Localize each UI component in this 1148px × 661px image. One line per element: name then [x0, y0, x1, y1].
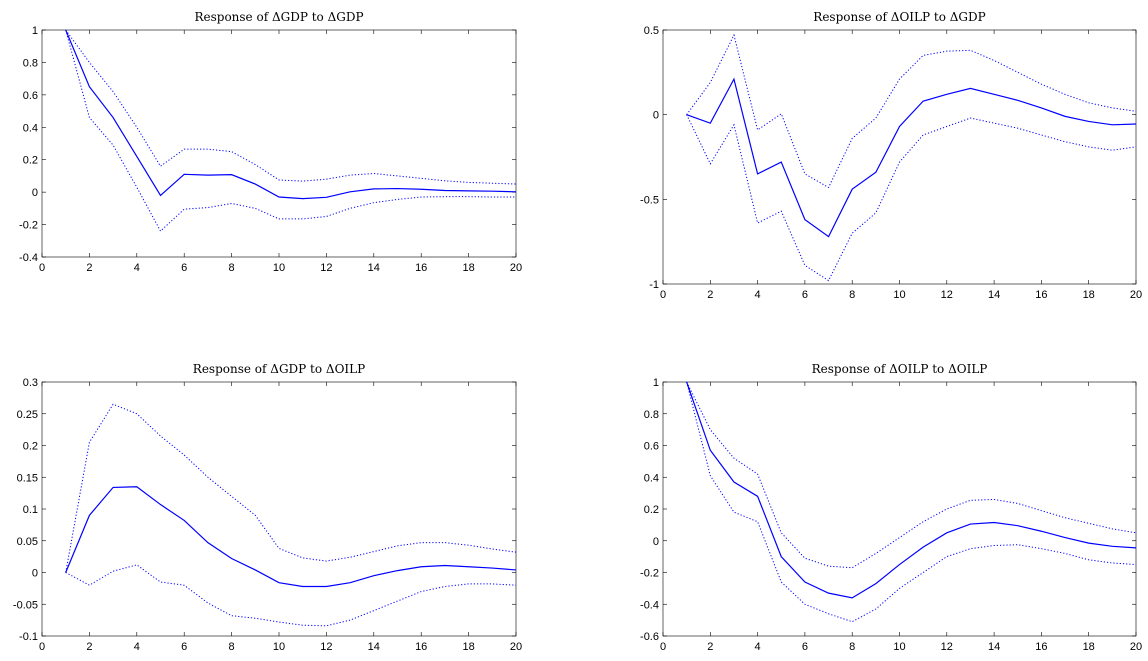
x-tick-label: 16 [415, 262, 427, 274]
x-tick-label: 16 [1035, 641, 1047, 653]
upper-band-line [686, 381, 1137, 569]
x-tick-label: 2 [707, 641, 713, 653]
x-tick-label: 8 [849, 641, 855, 653]
x-tick-label: 10 [893, 289, 905, 301]
x-tick-label: 18 [1083, 289, 1095, 301]
x-tick-label: 18 [1083, 641, 1095, 653]
response-line [686, 381, 1137, 599]
x-tick-label: 0 [660, 641, 666, 653]
x-tick-label: 0 [39, 641, 45, 653]
y-tick-label: 1 [32, 25, 38, 37]
x-tick-label: 2 [707, 289, 713, 301]
plot-area [41, 381, 517, 637]
panel-title: Response of ΔOILP to ΔOILP [812, 362, 988, 376]
x-tick-label: 8 [229, 641, 235, 653]
x-tick-label: 12 [941, 641, 953, 653]
lower-band-line [686, 381, 1137, 623]
y-tick-label: -0.05 [13, 599, 38, 611]
lower-band-line [65, 29, 516, 232]
y-tick-label: -1 [649, 279, 659, 291]
y-tick-label: 0.8 [23, 57, 38, 69]
y-tick-label: 0.4 [644, 472, 659, 484]
y-tick-label: -0.6 [640, 631, 659, 643]
x-tick-label: 10 [273, 262, 285, 274]
x-tick-label: 14 [368, 641, 380, 653]
panel-oilp-to-oilp: Response of ΔOILP to ΔOILP 0 2 4 6 8 10 12 14 16… [640, 362, 1142, 653]
y-tick-label: -0.1 [19, 631, 38, 643]
y-tick-label: 0.4 [23, 122, 38, 134]
y-tick-label: 0.2 [644, 504, 659, 516]
x-tick-label: 4 [134, 262, 140, 274]
x-tick-label: 14 [368, 262, 380, 274]
y-tick-label: 0.2 [23, 441, 38, 453]
y-tick-label: 0.05 [17, 536, 38, 548]
x-tick-label: 14 [988, 289, 1000, 301]
x-tick-label: 8 [849, 289, 855, 301]
x-tick-label: 8 [229, 262, 235, 274]
lower-band-line [65, 564, 517, 627]
y-tick-label: 0 [653, 110, 659, 122]
x-tick-label: 6 [181, 641, 187, 653]
x-tick-label: 18 [462, 641, 474, 653]
x-tick-label: 20 [1130, 641, 1142, 653]
upper-band-line [65, 29, 517, 185]
x-tick-label: 10 [893, 641, 905, 653]
x-tick-label: 6 [802, 289, 808, 301]
y-tick-label: 0 [32, 187, 38, 199]
y-tick-label: 0.15 [17, 472, 38, 484]
response-line [65, 486, 517, 588]
panel-title: Response of ΔGDP to ΔGDP [194, 10, 363, 24]
panel-oilp-to-gdp: Response of ΔOILP to ΔGDP 0 2 4 6 8 10 12 14 16 1… [640, 10, 1142, 301]
x-tick-label: 2 [86, 641, 92, 653]
y-tick-label: 0.8 [644, 409, 659, 421]
response-line [686, 77, 1137, 238]
x-tick-label: 14 [988, 641, 1000, 653]
y-tick-label: 0.6 [23, 90, 38, 102]
y-tick-label: -0.2 [640, 568, 659, 580]
x-tick-label: 0 [39, 262, 45, 274]
panel-title: Response of ΔOILP to ΔGDP [813, 10, 985, 24]
y-tick-label: 0.1 [23, 504, 38, 516]
y-tick-label: 0.6 [644, 441, 659, 453]
plot-area [662, 29, 1137, 285]
x-tick-label: 10 [273, 641, 285, 653]
x-tick-label: 2 [86, 262, 92, 274]
lower-band-line [686, 114, 1137, 282]
panel-title: Response of ΔGDP to ΔOILP [193, 362, 365, 376]
x-tick-label: 6 [802, 641, 808, 653]
response-line [65, 29, 517, 200]
x-tick-label: 4 [755, 641, 761, 653]
y-tick-label: 1 [653, 377, 659, 389]
y-tick-label: 0.25 [17, 409, 38, 421]
x-tick-label: 20 [510, 262, 522, 274]
panel-gdp-to-oilp: Response of ΔGDP to ΔOILP 0 2 4 6 8 10 12 14 16 1… [13, 362, 522, 653]
upper-band-line [65, 403, 517, 573]
x-tick-label: 12 [941, 289, 953, 301]
y-tick-label: -0.4 [19, 252, 38, 264]
y-tick-label: -0.4 [640, 599, 659, 611]
x-tick-label: 0 [660, 289, 666, 301]
y-tick-label: 0.3 [23, 377, 38, 389]
plot-area [41, 29, 517, 258]
x-tick-label: 4 [755, 289, 761, 301]
x-tick-label: 20 [1130, 289, 1142, 301]
y-tick-label: 0.2 [23, 155, 38, 167]
y-tick-label: -0.5 [640, 194, 659, 206]
x-tick-label: 4 [134, 641, 140, 653]
x-tick-label: 16 [1035, 289, 1047, 301]
y-tick-label: 0 [32, 568, 38, 580]
x-tick-label: 12 [320, 262, 332, 274]
panel-gdp-to-gdp: Response of ΔGDP to ΔGDP 0 2 4 6 8 10 12 14 16 18… [19, 10, 522, 274]
upper-band-line [686, 33, 1137, 189]
y-tick-label: -0.2 [19, 220, 38, 232]
x-tick-label: 18 [462, 262, 474, 274]
x-tick-label: 16 [415, 641, 427, 653]
x-tick-label: 6 [181, 262, 187, 274]
x-tick-label: 12 [320, 641, 332, 653]
plot-area [662, 381, 1137, 637]
y-tick-label: 0.5 [644, 25, 659, 37]
x-tick-label: 20 [510, 641, 522, 653]
y-tick-label: 0 [653, 536, 659, 548]
